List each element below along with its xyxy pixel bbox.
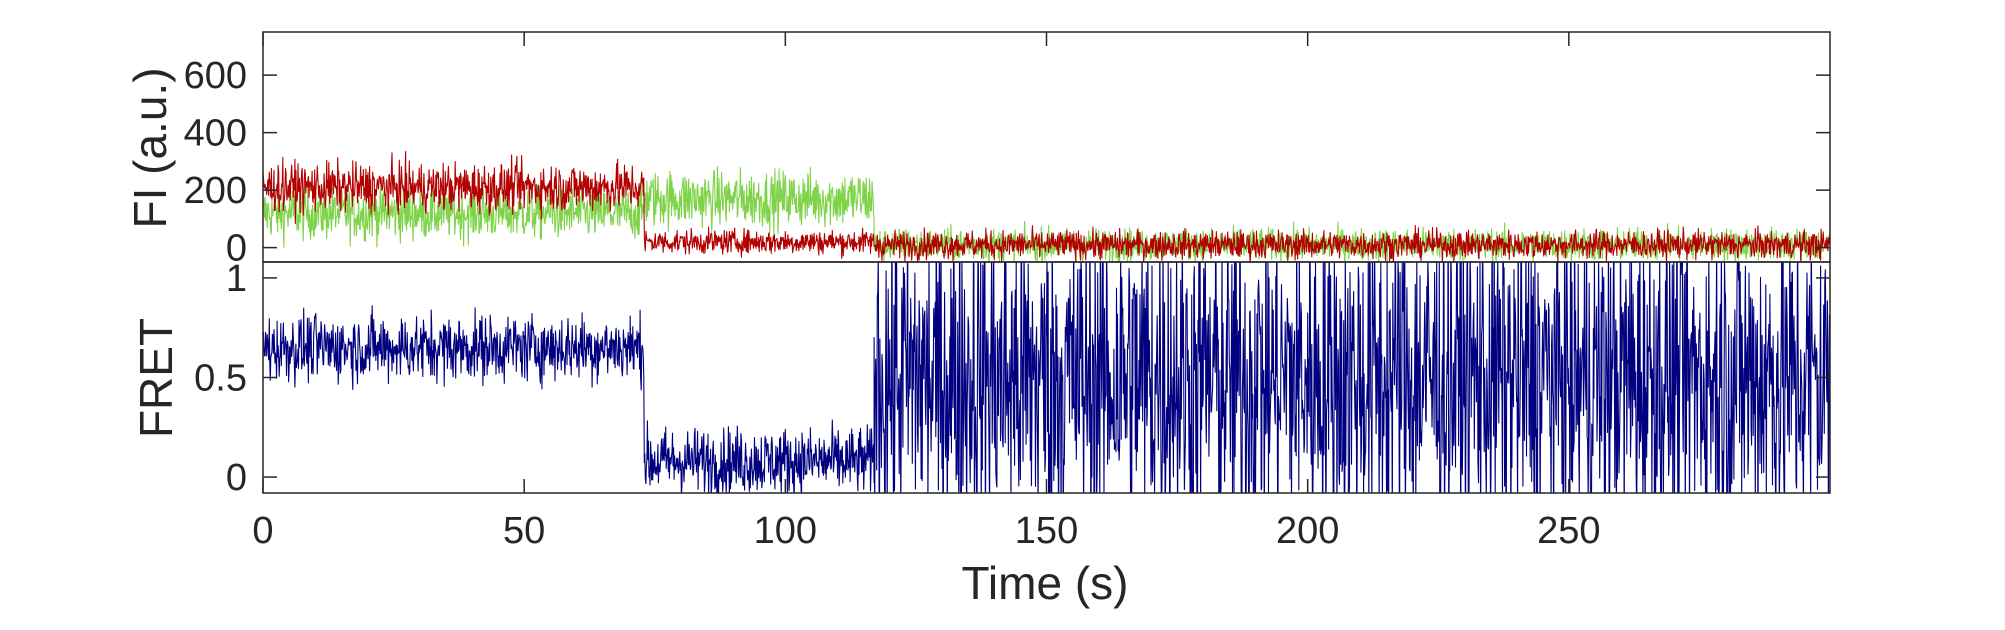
time-x-tick-label: 0 <box>252 510 273 552</box>
fluorescence-axes-box <box>262 31 1831 263</box>
fluorescence-y-ticks: 0 200 400 600 <box>184 55 1830 270</box>
fluorescence-panel: 0 200 400 600 FI (a.u.) <box>124 31 1831 270</box>
fluorescence-y-tick-label: 600 <box>184 55 247 97</box>
time-x-axis-label: Time (s) <box>962 557 1129 609</box>
fluorescence-y-tick-label: 0 <box>226 228 247 270</box>
fluorescence-traces <box>263 150 1830 262</box>
fret-y-tick-label: 0 <box>226 457 247 499</box>
time-x-tick-label: 100 <box>754 510 817 552</box>
fret-y-axis-label: FRET <box>130 318 182 438</box>
acceptor-trace-line <box>263 150 1830 262</box>
fluorescence-y-tick-label: 400 <box>184 113 247 155</box>
fluorescence-y-tick-label: 200 <box>184 170 247 212</box>
fret-y-tick-label: 0.5 <box>194 358 247 400</box>
time-x-tick-label: 250 <box>1537 510 1600 552</box>
fret-traces <box>263 262 1830 493</box>
time-x-tick-label: 150 <box>1015 510 1078 552</box>
fluorescence-y-axis-label: FI (a.u.) <box>124 67 176 228</box>
time-x-tick-label: 200 <box>1276 510 1339 552</box>
fret-panel: 00.510 50 100 150 200 250 FRET Time (s) <box>130 32 1831 609</box>
fret-axis-ticks: 00.510 50 100 150 200 250 <box>194 32 1830 552</box>
fret-trace-line <box>263 262 1830 493</box>
fret-y-tick-label: 1 <box>226 258 247 300</box>
time-x-tick-label: 50 <box>503 510 545 552</box>
